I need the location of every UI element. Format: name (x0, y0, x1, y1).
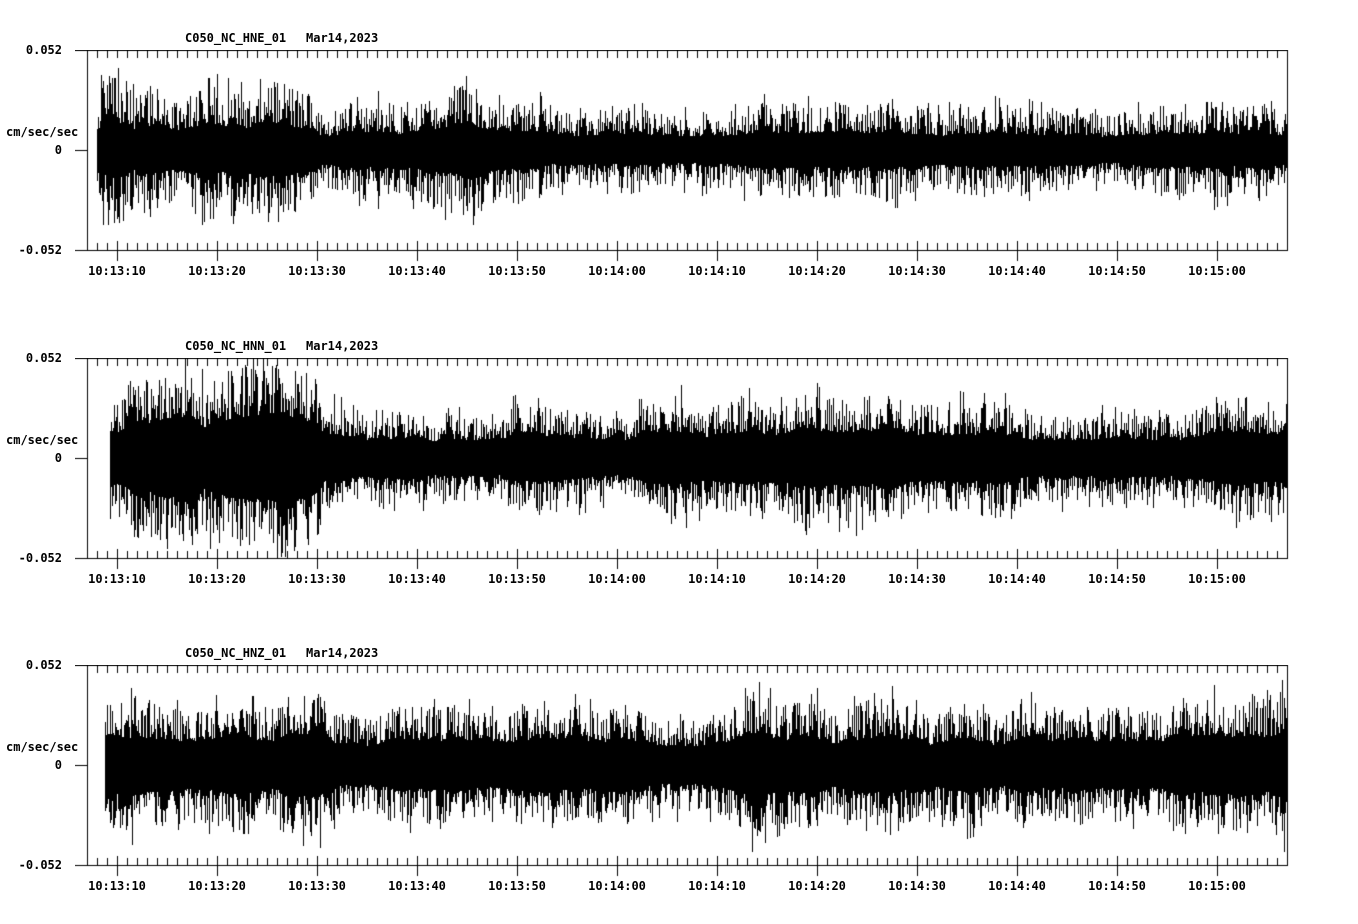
x-tick-label: 10:13:30 (288, 264, 346, 278)
x-tick-label: 10:13:20 (188, 572, 246, 586)
x-tick-label: 10:13:20 (188, 879, 246, 893)
x-tick-label: 10:13:30 (288, 572, 346, 586)
x-tick-label: 10:15:00 (1188, 264, 1246, 278)
y-tick-label-zero: 0 (54, 451, 62, 465)
x-tick-label: 10:14:00 (588, 572, 646, 586)
x-tick-label: 10:14:20 (788, 264, 846, 278)
x-tick-label: 10:15:00 (1188, 879, 1246, 893)
y-tick-label-min: -0.052 (18, 243, 62, 257)
y-axis-unit-label: cm/sec/sec (6, 433, 79, 447)
x-tick-label: 10:14:50 (1088, 264, 1146, 278)
x-tick-label: 10:14:00 (588, 879, 646, 893)
x-tick-label: 10:14:30 (888, 879, 946, 893)
x-tick-label: 10:14:40 (988, 264, 1046, 278)
y-tick-label-min: -0.052 (18, 858, 62, 872)
x-tick-label: 10:14:10 (688, 879, 746, 893)
x-tick-label: 10:13:10 (88, 879, 146, 893)
y-tick-label-max: 0.052 (25, 351, 62, 365)
x-tick-label: 10:13:30 (288, 879, 346, 893)
record-date: Mar14,2023 (306, 339, 379, 353)
x-tick-label: 10:14:10 (688, 572, 746, 586)
y-axis-unit-label: cm/sec/sec (6, 740, 79, 754)
x-tick-label: 10:13:10 (88, 264, 146, 278)
x-tick-label: 10:14:00 (588, 264, 646, 278)
record-date: Mar14,2023 (306, 646, 379, 660)
x-axis-labels: 10:13:10 10:13:20 10:13:30 10:13:40 10:13:50… (0, 879, 1358, 894)
x-tick-label: 10:15:00 (1188, 572, 1246, 586)
x-tick-label: 10:14:40 (988, 572, 1046, 586)
waveform-canvas (75, 358, 1291, 572)
station-id: C050_NC_HNE_01 (185, 31, 287, 45)
x-tick-label: 10:13:40 (388, 879, 446, 893)
y-tick-label-max: 0.052 (25, 658, 62, 672)
y-tick-label-min: -0.052 (18, 551, 62, 565)
x-tick-label: 10:14:50 (1088, 879, 1146, 893)
plot-title: C050_NC_HNN_01 Mar14,2023 (0, 339, 1358, 354)
x-tick-label: 10:13:50 (488, 264, 546, 278)
x-tick-label: 10:13:10 (88, 572, 146, 586)
x-tick-label: 10:14:30 (888, 572, 946, 586)
x-tick-label: 10:13:20 (188, 264, 246, 278)
x-tick-label: 10:13:40 (388, 264, 446, 278)
y-tick-label-zero: 0 (54, 143, 62, 157)
x-axis-labels: 10:13:10 10:13:20 10:13:30 10:13:40 10:13:50… (0, 572, 1358, 587)
station-id: C050_NC_HNZ_01 (185, 646, 287, 660)
seismogram-panel-hne: C050_NC_HNE_01 Mar14,2023 0.052 cm/sec/s… (0, 0, 1358, 300)
plot-title: C050_NC_HNZ_01 Mar14,2023 (0, 646, 1358, 661)
x-tick-label: 10:14:20 (788, 572, 846, 586)
y-tick-label-zero: 0 (54, 758, 62, 772)
x-axis-labels: 10:13:10 10:13:20 10:13:30 10:13:40 10:13:50… (0, 264, 1358, 279)
plot-title: C050_NC_HNE_01 Mar14,2023 (0, 31, 1358, 46)
x-tick-label: 10:14:30 (888, 264, 946, 278)
x-tick-label: 10:13:50 (488, 572, 546, 586)
station-id: C050_NC_HNN_01 (185, 339, 287, 353)
x-tick-label: 10:14:10 (688, 264, 746, 278)
x-tick-label: 10:14:40 (988, 879, 1046, 893)
x-tick-label: 10:14:20 (788, 879, 846, 893)
seismogram-panel-hnz: C050_NC_HNZ_01 Mar14,2023 0.052 cm/sec/s… (0, 615, 1358, 915)
waveform-canvas (75, 50, 1291, 264)
x-tick-label: 10:13:40 (388, 572, 446, 586)
y-tick-label-max: 0.052 (25, 43, 62, 57)
x-tick-label: 10:14:50 (1088, 572, 1146, 586)
record-date: Mar14,2023 (306, 31, 379, 45)
waveform-canvas (75, 665, 1291, 879)
y-axis-unit-label: cm/sec/sec (6, 125, 79, 139)
seismogram-panel-hnn: C050_NC_HNN_01 Mar14,2023 0.052 cm/sec/s… (0, 308, 1358, 608)
x-tick-label: 10:13:50 (488, 879, 546, 893)
